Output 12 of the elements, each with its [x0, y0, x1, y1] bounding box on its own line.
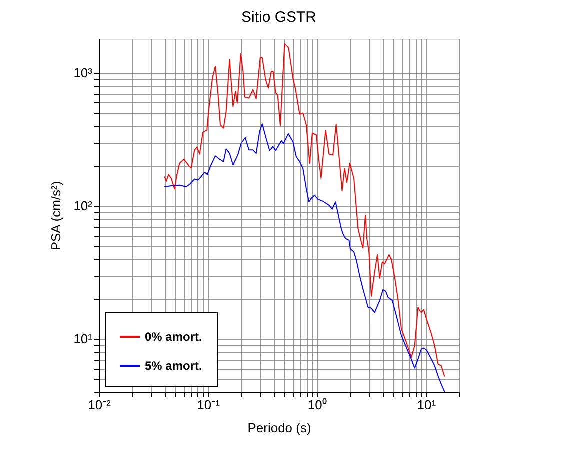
y-tick-label: 10³: [74, 65, 94, 80]
x-tick-label: 10⁰: [308, 398, 328, 412]
x-axis-title: Periodo (s): [248, 420, 312, 436]
x-tick-label: 10⁻²: [88, 398, 112, 412]
chart-title: Sitio GSTR: [241, 9, 317, 26]
y-tick-label: 10¹: [74, 332, 94, 347]
legend-label: 5% amort.: [145, 359, 202, 373]
legend-label: 0% amort.: [145, 330, 202, 344]
y-tick-label: 10²: [74, 198, 94, 214]
x-tick-label: 10⁻¹: [197, 398, 221, 412]
x-tick-label: 10¹: [417, 398, 437, 412]
y-axis-title: PSA (cm/s²): [48, 181, 64, 251]
